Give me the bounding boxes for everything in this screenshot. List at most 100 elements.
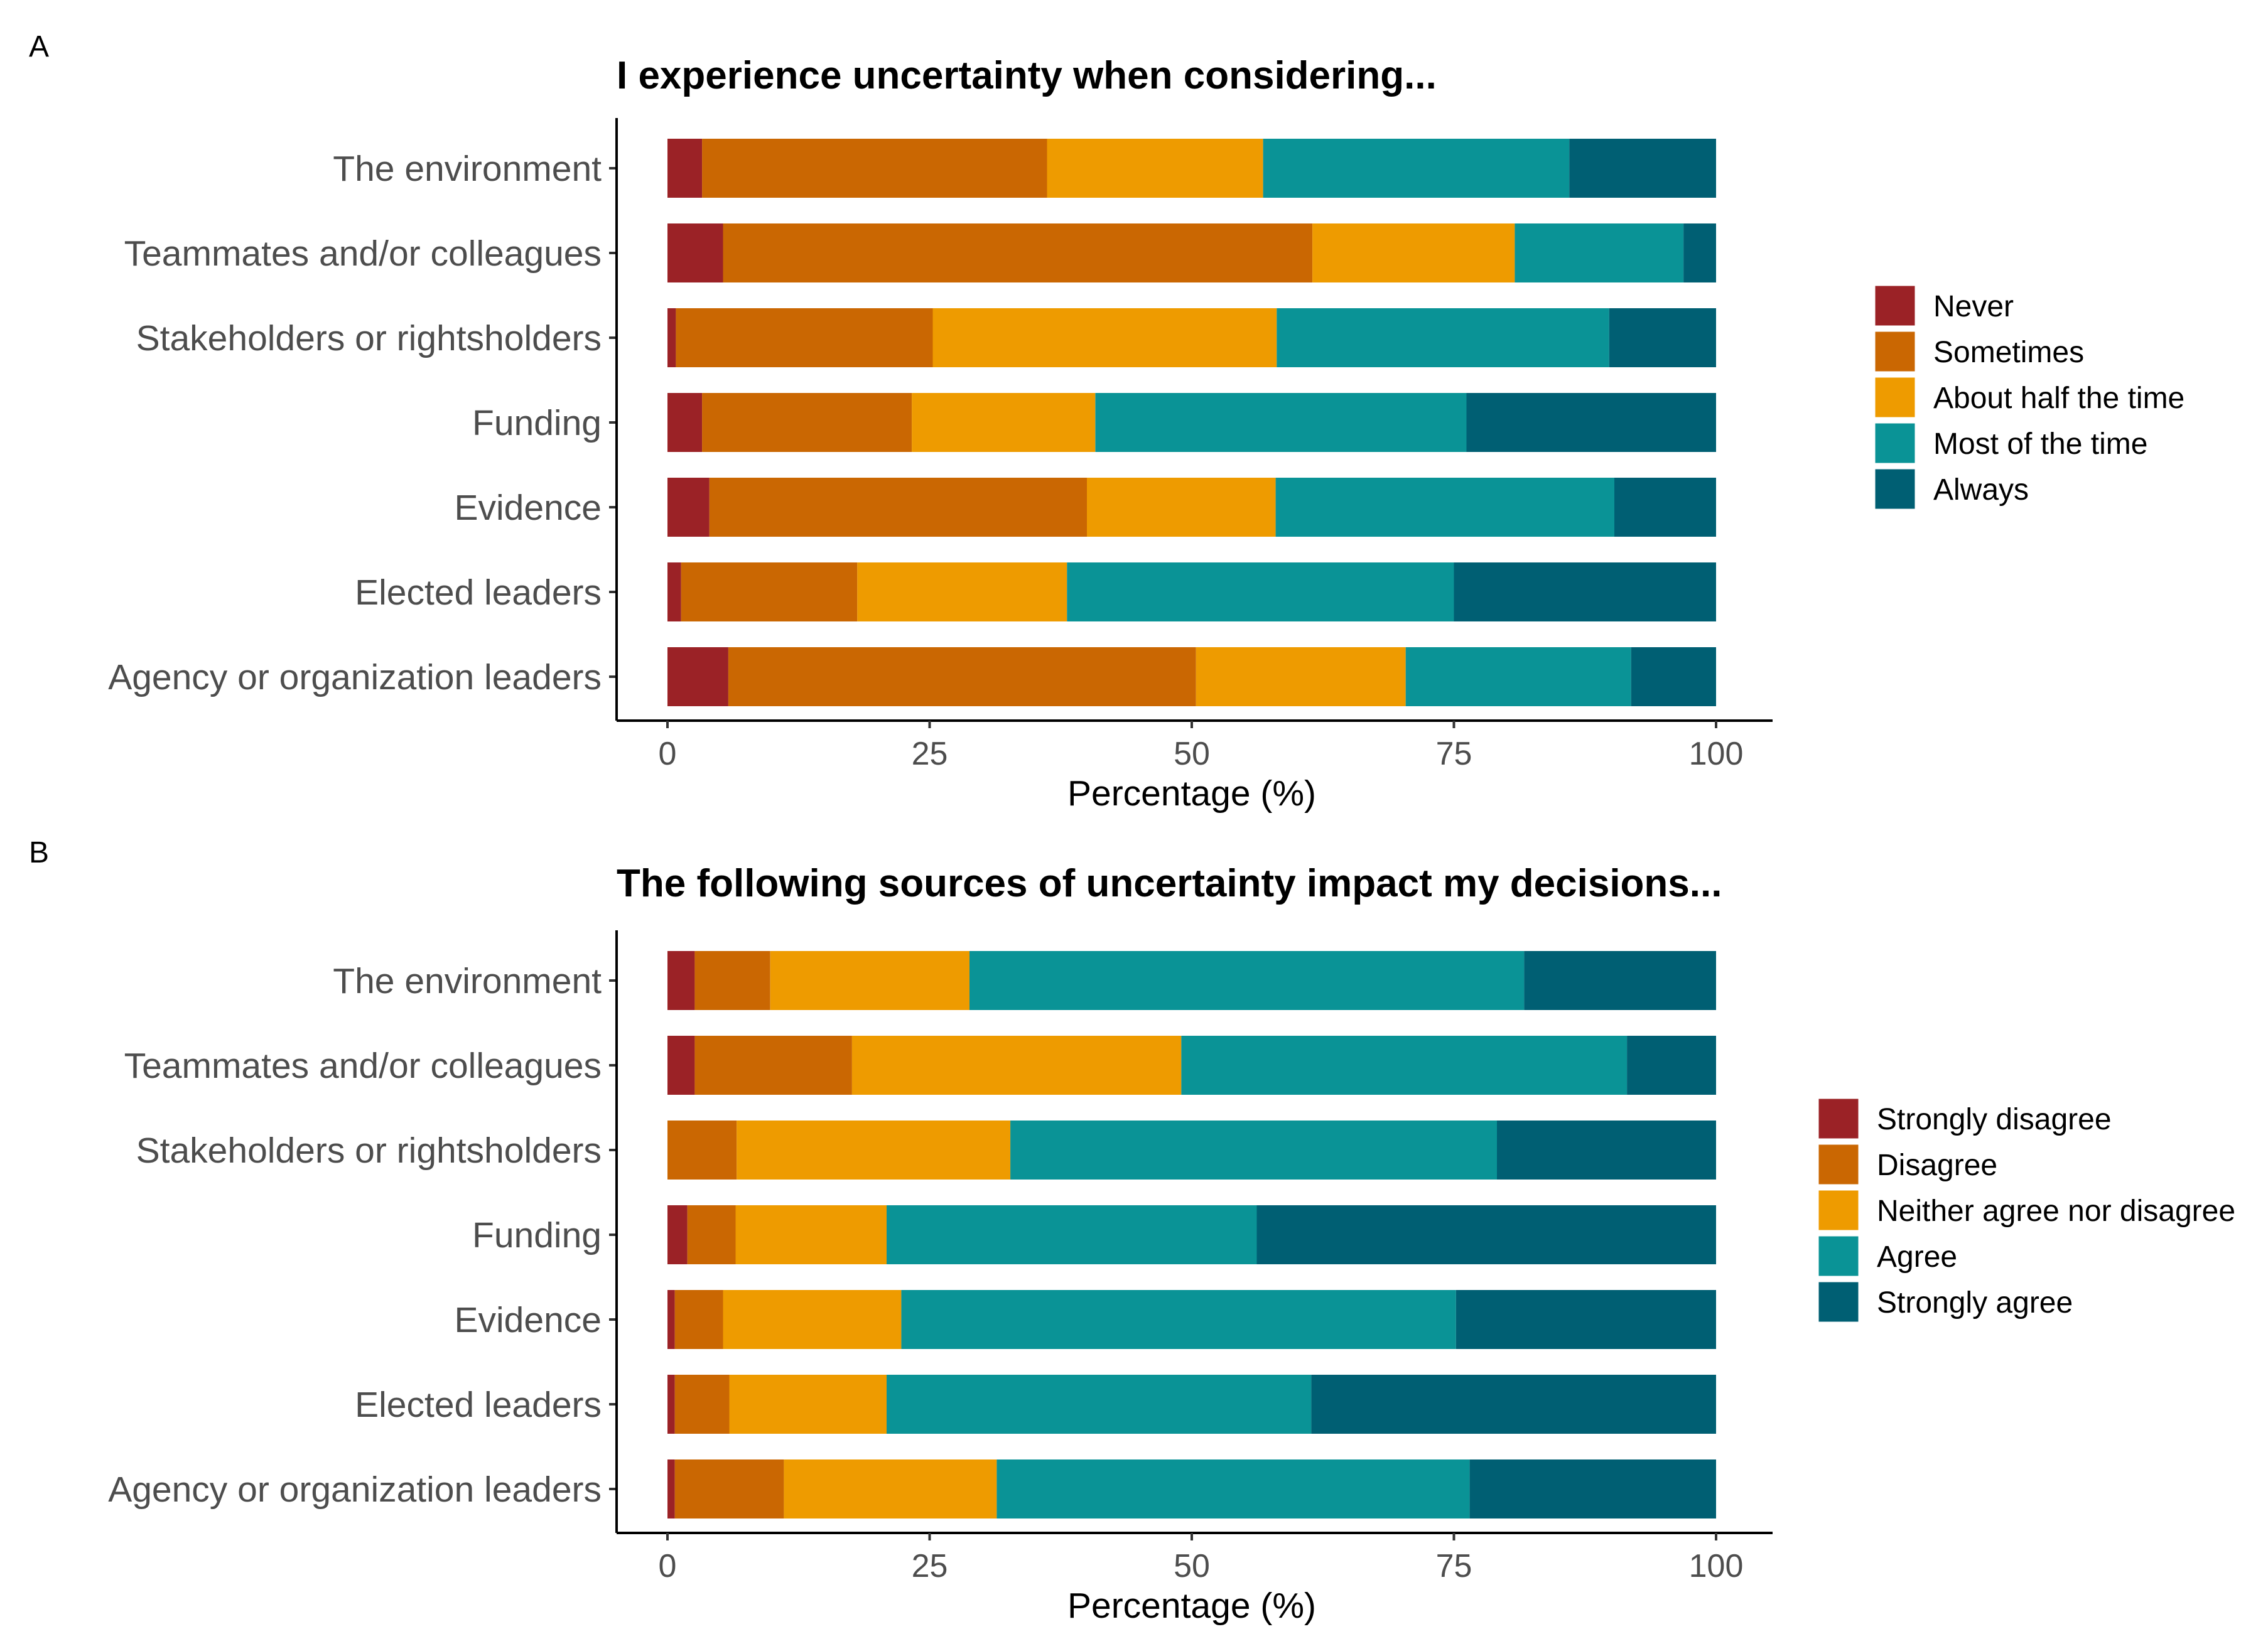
panel-a-bar [1609, 308, 1716, 367]
panel-b-bar [667, 1459, 675, 1518]
panel-b-bar [667, 1290, 675, 1349]
panel-b-legend-label: Strongly agree [1877, 1286, 2073, 1320]
panel-b-legend-label: Neither agree nor disagree [1877, 1195, 2235, 1228]
panel-a-bar [1196, 647, 1406, 706]
panel-a-bar [676, 308, 933, 367]
panel-b-bar [1627, 1036, 1716, 1095]
panel-a-bar [702, 393, 912, 452]
panel-b-letter: B [29, 836, 49, 869]
panel-b-bar [901, 1290, 1456, 1349]
panel-a-bar [709, 478, 1087, 537]
panel-b-x-tick-label: 75 [1436, 1548, 1472, 1584]
panel-a-bar [932, 308, 1277, 367]
panel-a-legend-swatch [1873, 284, 1917, 328]
panel-b-category-label: Funding [472, 1215, 602, 1255]
panel-b-bar [1524, 951, 1716, 1010]
panel-a-legend-label: Never [1933, 290, 2014, 323]
panel-b-bars [667, 951, 1716, 1518]
panel-a-bar [1614, 478, 1716, 537]
panel-b-bar [1311, 1375, 1716, 1434]
panel-b-bar [1469, 1459, 1716, 1518]
panel-a-legend-label: Always [1933, 473, 2029, 507]
panel-b-bar [1256, 1205, 1716, 1264]
panel-a-bar [723, 223, 1312, 282]
panel-a-bar [1312, 223, 1515, 282]
panel-b-bar [887, 1375, 1312, 1434]
panel-a-bar [702, 139, 1047, 198]
panel-a-bar [667, 393, 703, 452]
panel-a-bar [1275, 478, 1614, 537]
panel-b-legend-label: Agree [1877, 1240, 1957, 1274]
panel-b-bar [1181, 1036, 1628, 1095]
panel-b-bar [694, 951, 770, 1010]
panel-b: B The following sources of uncertainty i… [29, 836, 2235, 1626]
panel-a-category-label: Elected leaders [355, 572, 602, 613]
panel-a-bar [1405, 647, 1631, 706]
panel-b-bar [667, 951, 695, 1010]
panel-a-category-label: Agency or organization leaders [108, 657, 602, 697]
panel-a-bar [1454, 562, 1716, 621]
panel-b-category-label: Evidence [455, 1300, 602, 1340]
panel-b-bar [770, 951, 969, 1010]
panel-b-category-label: Teammates and/or colleagues [124, 1046, 602, 1086]
panel-a-bar [1087, 478, 1276, 537]
panel-b-bar [674, 1290, 723, 1349]
panel-a-bars [667, 139, 1716, 706]
panel-a-legend: Never Sometimes About half the time Most of… [1873, 284, 2184, 511]
panel-a-category-label: Evidence [455, 488, 602, 528]
panel-a-bar [1569, 139, 1716, 198]
panel-a-bar [681, 562, 858, 621]
panel-b-bar [1010, 1121, 1497, 1180]
panel-a-bar [667, 223, 723, 282]
panel-a-bar [1095, 393, 1467, 452]
panel-a-legend-swatch [1873, 375, 1917, 419]
panel-b-bar [735, 1205, 887, 1264]
panel-b-bar [969, 951, 1525, 1010]
panel-a-x-tick-label: 50 [1174, 736, 1210, 772]
panel-b-bar [723, 1290, 902, 1349]
panel-b-x-tick-label: 50 [1174, 1548, 1210, 1584]
panel-a-bar [1515, 223, 1684, 282]
panel-a-bar [1683, 223, 1716, 282]
panel-b-bar [1455, 1290, 1716, 1349]
panel-a-x-tick-label: 0 [659, 736, 677, 772]
panel-a-legend-swatch [1873, 330, 1917, 374]
panel-b-legend-swatch [1817, 1188, 1860, 1232]
panel-b-bar [687, 1205, 736, 1264]
panel-a-letter: A [29, 30, 49, 63]
panel-b-bar [784, 1459, 997, 1518]
panel-b-legend-label: Disagree [1877, 1149, 1997, 1182]
panel-a-category-label: Funding [472, 403, 602, 443]
panel-b-legend-swatch [1817, 1142, 1860, 1186]
panel-a-bar [667, 139, 703, 198]
panel-a-legend-label: Most of the time [1933, 427, 2147, 461]
panel-a-bar [1047, 139, 1263, 198]
panel-b-legend-swatch [1817, 1280, 1860, 1324]
panel-b-bar [887, 1205, 1257, 1264]
panel-a-title: I experience uncertainty when considerin… [617, 54, 1437, 97]
panel-a-category-label: The environment [333, 149, 602, 189]
panel-b-bar [674, 1459, 784, 1518]
panel-a-legend-swatch [1873, 467, 1917, 511]
panel-b-bar [1497, 1121, 1716, 1180]
panel-b-bar [737, 1121, 1011, 1180]
panel-b-bar [667, 1375, 675, 1434]
panel-b-x-tick-label: 100 [1689, 1548, 1744, 1584]
panel-a-bar [667, 478, 710, 537]
panel-a-bar [1466, 393, 1716, 452]
panel-a-bar [1631, 647, 1716, 706]
panel-a-bar [912, 393, 1096, 452]
panel-a-legend-label: Sometimes [1933, 336, 2084, 369]
panel-b-x-tick-label: 25 [912, 1548, 948, 1584]
panel-b-legend-swatch [1817, 1234, 1860, 1278]
panel-a-bar [1277, 308, 1609, 367]
panel-b-category-label: Stakeholders or rightsholders [136, 1131, 602, 1171]
panel-b-x-axis-title: Percentage (%) [1067, 1586, 1316, 1626]
panel-b-x-tick-label: 0 [659, 1548, 677, 1584]
panel-a-x-axis-title: Percentage (%) [1067, 773, 1316, 814]
panel-b-bar [667, 1121, 737, 1180]
panel-b-category-label: Agency or organization leaders [108, 1470, 602, 1510]
panel-a-bar [1067, 562, 1454, 621]
panel-a-x-tick-label: 100 [1689, 736, 1744, 772]
